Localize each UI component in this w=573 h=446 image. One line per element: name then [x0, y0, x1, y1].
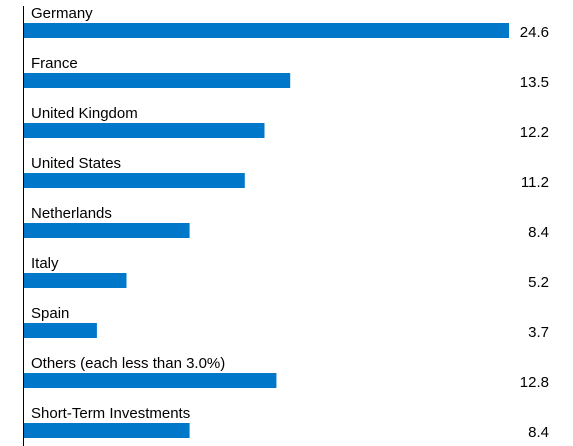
bar [24, 373, 277, 388]
category-label: Germany [31, 5, 93, 22]
category-label: Others (each less than 3.0%) [31, 355, 225, 372]
category-label: United Kingdom [31, 105, 138, 122]
value-label: 8.4 [528, 224, 549, 241]
bar [24, 223, 190, 238]
bar [24, 323, 97, 338]
bar [24, 73, 291, 88]
bar-group: Others (each less than 3.0%) 12.8 [24, 355, 549, 391]
bar-group: United States 11.2 [24, 155, 549, 191]
bar [24, 423, 190, 438]
bar-group: Netherlands 8.4 [24, 205, 549, 241]
value-label: 3.7 [528, 324, 549, 341]
bar [24, 23, 509, 38]
value-label: 11.2 [521, 174, 549, 191]
bar-group: Short-Term Investments 8.4 [24, 405, 549, 441]
bar-group: United Kingdom 12.2 [24, 105, 549, 141]
bar-group: Italy 5.2 [24, 255, 549, 291]
category-label: Italy [31, 255, 59, 272]
bar-group: Spain 3.7 [24, 305, 549, 341]
value-label: 5.2 [528, 274, 549, 291]
value-label: 13.5 [520, 74, 549, 91]
category-label: Netherlands [31, 205, 112, 222]
value-label: 12.2 [520, 124, 549, 141]
bar [24, 123, 265, 138]
bar [24, 273, 127, 288]
category-label: France [31, 55, 78, 72]
value-label: 8.4 [528, 424, 549, 441]
bar-group: Germany 24.6 [24, 5, 549, 41]
value-label: 24.6 [520, 24, 549, 41]
category-label: United States [31, 155, 121, 172]
bar [24, 173, 245, 188]
value-label: 12.8 [520, 374, 549, 391]
bar-group: France 13.5 [24, 55, 549, 91]
category-label: Short-Term Investments [31, 405, 190, 422]
category-label: Spain [31, 305, 69, 322]
